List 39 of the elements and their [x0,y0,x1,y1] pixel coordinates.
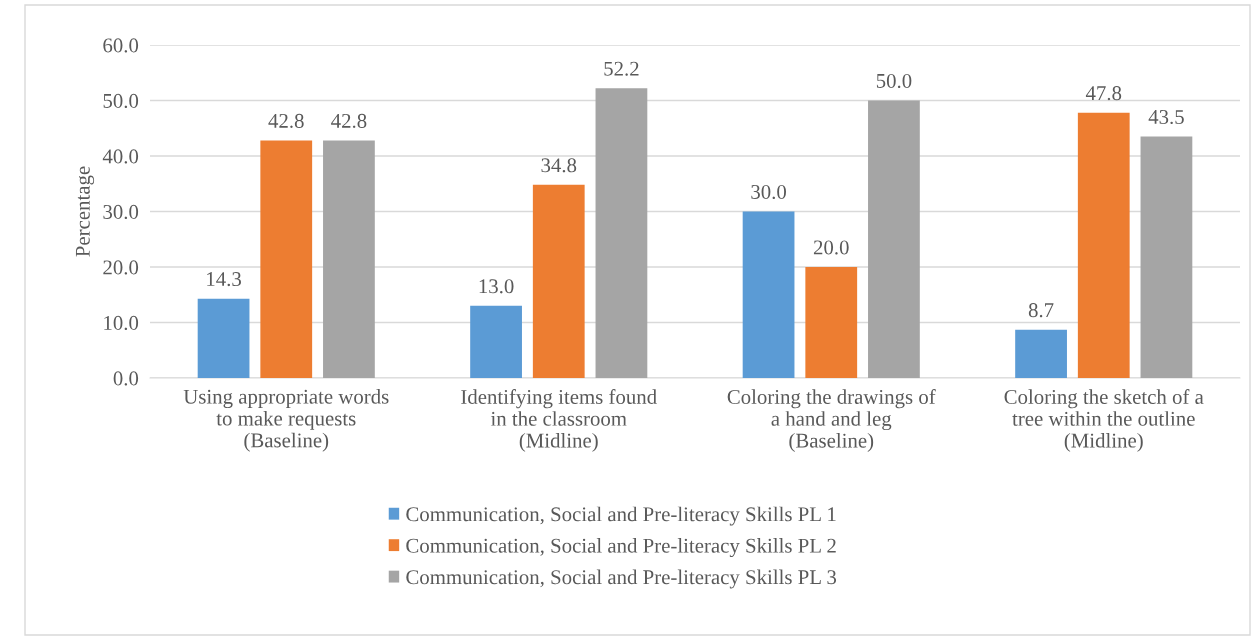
data-label: 43.5 [1148,110,1184,125]
bar [742,211,795,378]
y-tick-label: 40.0 [102,149,139,164]
bar [323,140,375,378]
x-tick-label: Identifying items found in the classroom (Midline) [461,389,657,452]
legend-label: Communication, Social and Pre-literacy Skills PL 2 [406,538,836,558]
data-label: 47.8 [1085,86,1122,101]
data-label: 20.0 [813,240,849,255]
y-tick-label: 50.0 [103,93,139,109]
bar [1015,329,1067,378]
data-label: 14.3 [207,272,241,287]
bar [805,267,858,378]
bar [868,100,920,378]
data-label: 8.7 [1028,303,1054,318]
bar [197,298,250,378]
bar [1077,112,1130,378]
bar [470,305,522,378]
data-label: 34.8 [541,158,577,173]
bar [595,88,648,378]
legend-label: Communication, Social and Pre-literacy Skills PL 3 [406,569,837,589]
x-tick-label: Coloring the drawings of a hand and leg (Baseline) [727,389,936,452]
y-tick-label: 30.0 [103,204,139,220]
bar [260,140,313,378]
x-tick-label: Using appropriate words to make requests (Baseline) [183,389,389,452]
data-label: 52.2 [604,61,639,76]
bar [1140,136,1193,378]
y-tick-label: 10.0 [104,315,139,331]
data-label: 42.8 [268,113,304,128]
y-tick-label: 0.0 [113,371,139,386]
data-label: 42.8 [331,113,367,128]
bar [532,184,585,378]
y-axis-title: Percentage [75,166,95,257]
x-tick-label: Coloring the sketch of a tree within the outline (Midline) [1004,389,1204,452]
data-label: 50.0 [876,73,912,89]
y-tick-label: 20.0 [103,260,139,275]
data-label: 13.0 [479,279,514,294]
y-tick-label: 60.0 [103,38,139,53]
legend-label: Communication, Social and Pre-literacy Skills PL 1 [406,506,836,526]
data-label: 30.0 [751,184,787,200]
